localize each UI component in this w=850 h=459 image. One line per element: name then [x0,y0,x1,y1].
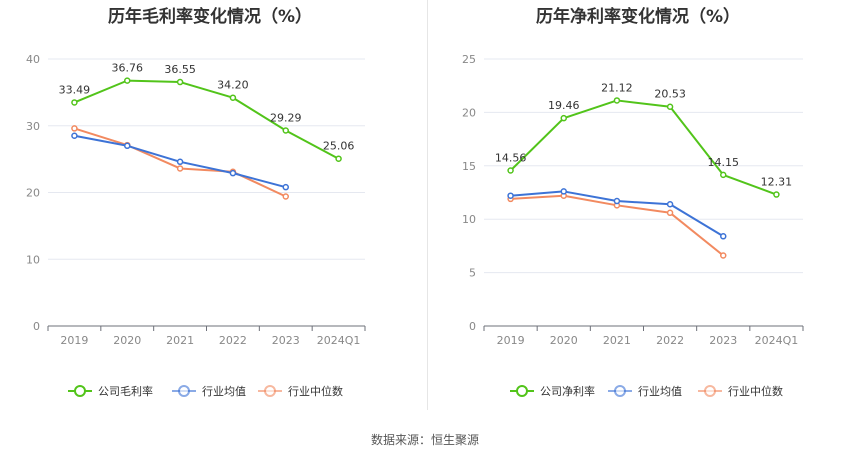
legend-item[interactable]: 行业中位数 [698,384,783,398]
legend-item[interactable]: 行业均值 [172,385,246,398]
series-line [74,79,340,160]
legend-marker [178,385,190,397]
legend-label: 行业均值 [638,385,682,398]
data-point[interactable] [666,200,674,208]
x-tick-label: 2023 [272,334,300,347]
data-label: 12.31 [761,176,793,189]
data-label: 29.29 [270,111,302,124]
legend-marker [74,385,86,397]
legend-item[interactable]: 公司毛利率 [68,384,153,398]
y-tick-label: 0 [33,320,40,333]
series-line [509,99,777,196]
legend-label: 行业中位数 [728,384,783,398]
data-point[interactable] [720,252,727,259]
y-tick-label: 0 [469,320,476,333]
legend-label: 行业中位数 [288,384,343,398]
y-tick-label: 30 [26,120,40,133]
x-tick-label: 2020 [113,334,141,347]
x-tick-label: 2019 [60,334,88,347]
data-point[interactable] [176,78,184,86]
data-point[interactable] [71,125,78,132]
y-tick-label: 15 [462,160,476,173]
x-tick-label: 2019 [497,334,525,347]
x-tick-label: 2021 [603,334,631,347]
legend-marker [516,385,528,397]
data-point[interactable] [124,142,131,150]
data-label: 34.20 [217,79,249,92]
data-point[interactable] [560,114,567,122]
data-point[interactable] [507,192,514,199]
legend-label: 公司净利率 [540,384,595,398]
chart-title-gross-margin: 历年毛利率变化情况（%） [107,7,313,27]
y-tick-label: 40 [26,53,40,66]
legend-marker [704,385,716,397]
data-label: 20.53 [654,88,686,101]
data-point[interactable] [773,191,780,198]
data-label: 14.56 [495,151,526,164]
x-tick-label: 2021 [166,334,194,347]
y-tick-label: 25 [462,53,476,66]
net-margin-chart: 0 5 10 15 20 25 2019 2020 2021 2022 2023 2024Q1 14.5… [462,53,804,398]
data-point[interactable] [720,171,727,179]
legend-label: 公司毛利率 [98,384,153,398]
data-label: 36.76 [112,62,144,75]
data-point[interactable] [176,165,184,172]
data-label: 25.06 [323,140,355,153]
data-point[interactable] [507,167,514,174]
legend-item[interactable]: 公司净利率 [510,384,595,398]
data-point[interactable] [124,77,131,84]
data-point[interactable] [282,127,289,134]
data-point[interactable] [666,103,674,110]
x-tick-label: 2022 [656,334,684,347]
data-label: 21.12 [601,81,633,94]
data-label: 33.49 [59,83,91,96]
x-tick-label: 2024Q1 [317,334,361,347]
data-point[interactable] [720,233,727,240]
data-point[interactable] [71,132,78,140]
data-point[interactable] [176,158,184,166]
data-label: 36.55 [164,63,196,76]
x-tick-label: 2023 [709,334,737,347]
data-point[interactable] [335,155,342,162]
x-tick-label: 2020 [550,334,578,347]
data-source-note: 数据来源：恒生聚源 [370,433,479,447]
y-tick-label: 10 [462,213,476,226]
legend-item[interactable]: 行业中位数 [258,384,343,398]
data-point[interactable] [282,183,289,191]
chart-title-net-margin: 历年净利率变化情况（%） [535,7,741,27]
y-tick-label: 20 [26,187,40,200]
legend-marker [264,385,276,397]
data-point[interactable] [613,197,621,205]
data-point[interactable] [229,94,237,101]
x-tick-label: 2024Q1 [755,334,799,347]
data-point[interactable] [666,209,674,217]
panel-divider [427,0,428,410]
data-label: 19.46 [548,99,580,112]
data-label: 14.15 [708,156,740,169]
data-point[interactable] [613,97,621,104]
gross-margin-chart: 0 10 20 30 40 2019 2020 2021 2022 2023 2024Q1 33.49… [26,53,366,398]
data-point[interactable] [282,193,289,200]
data-point[interactable] [560,188,567,195]
data-point[interactable] [229,169,237,177]
y-tick-label: 10 [26,253,40,266]
legend-marker [614,385,626,397]
data-point[interactable] [71,99,78,106]
y-tick-label: 5 [469,267,476,280]
legend-label: 行业均值 [202,385,246,398]
x-tick-label: 2022 [219,334,247,347]
y-tick-label: 20 [462,106,476,119]
legend-item[interactable]: 行业均值 [608,385,682,398]
